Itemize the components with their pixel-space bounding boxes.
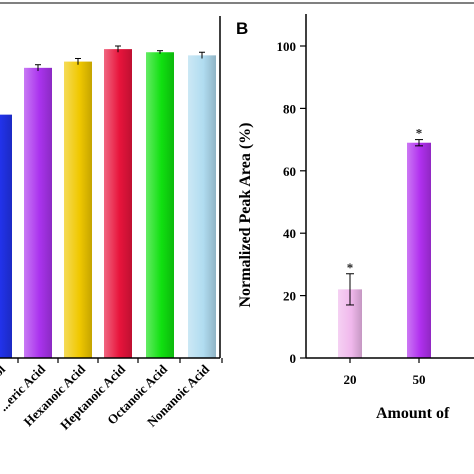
panel-a-error-bar <box>35 64 41 71</box>
panel-b-y-tick-label: 60 <box>283 164 296 179</box>
panel-a-x-ticks <box>17 358 223 363</box>
panel-a-bar <box>188 55 216 359</box>
panel-b-significance-mark: * <box>347 260 354 275</box>
panel-a-error-bar <box>157 50 163 54</box>
panel-b-bars: ** <box>338 126 431 358</box>
panel-a-error-bar <box>199 51 205 59</box>
panel-a-error-bar <box>75 57 81 65</box>
panel-b-y-axis-title: Normalized Peak Area (%) <box>237 123 254 308</box>
panel-b-chart: B Normalized Peak Area (%) 020406080100 … <box>236 14 474 422</box>
panel-b-x-tick-label: 50 <box>413 372 426 387</box>
panel-b-y-tick-label: 20 <box>283 289 296 304</box>
panel-b-y-tick-label: 0 <box>290 351 297 366</box>
panel-b-bar <box>407 142 431 358</box>
panel-b-letter: B <box>236 19 248 38</box>
panel-a-category-label: ...ol <box>0 361 8 386</box>
panel-b-y-ticks: 0 20 40 60 80 100 <box>277 39 306 366</box>
panel-a-error-bar <box>115 45 121 53</box>
panel-a-bar <box>146 52 174 359</box>
panel-a-bars <box>0 45 216 359</box>
panel-b-significance-mark: * <box>416 126 423 141</box>
panel-b-x-tick-label: 20 <box>344 372 357 387</box>
panel-b-x-ticks: 2050100 <box>344 358 426 387</box>
panel-a-bar <box>104 49 132 359</box>
panel-b-y-tick-label: 40 <box>283 226 296 241</box>
panel-b-x-axis-title: Amount of <box>376 405 450 422</box>
panel-b-y-tick-label: 80 <box>283 101 296 116</box>
panel-a-bar <box>0 114 12 358</box>
panel-a-bar <box>64 61 92 358</box>
panel-b-error-bar <box>415 139 423 147</box>
panel-b-error-bar <box>346 273 354 306</box>
panel-a-bar <box>24 67 52 358</box>
panel-b-y-tick-label: 100 <box>277 39 297 54</box>
